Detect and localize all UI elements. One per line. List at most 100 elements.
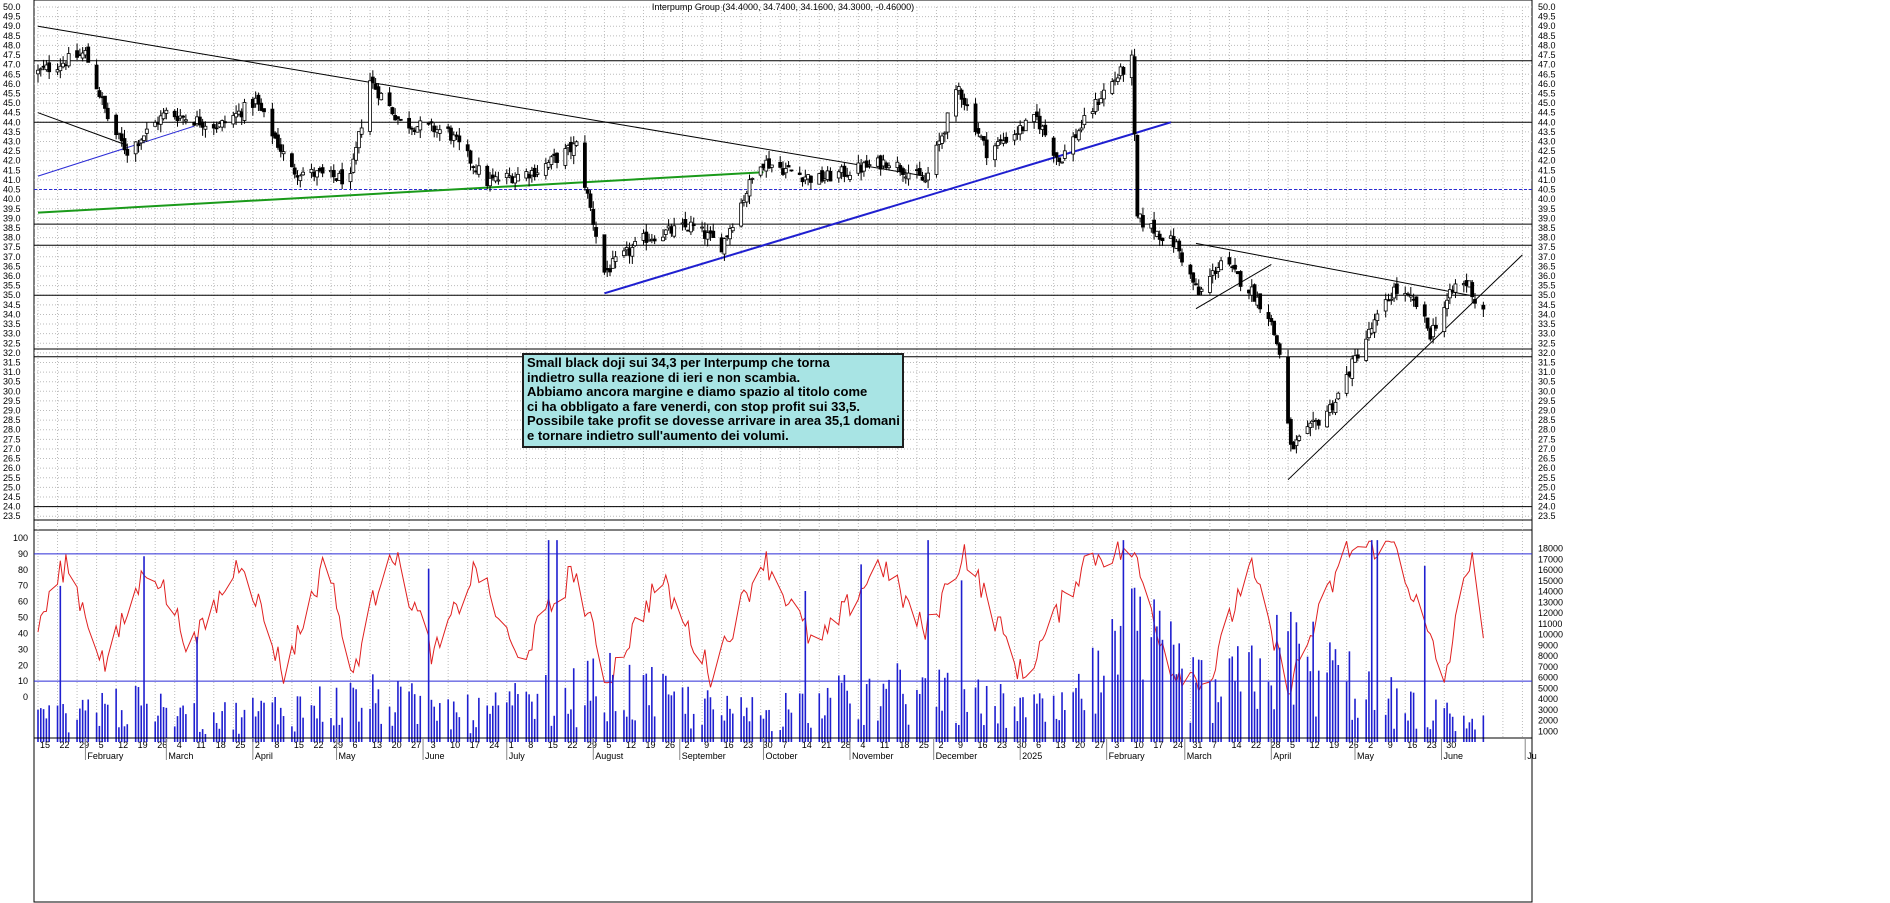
candle-body xyxy=(661,236,665,242)
candle-body xyxy=(1227,257,1232,265)
volume-tick: 13000 xyxy=(1538,597,1563,607)
candle-body xyxy=(1333,401,1338,414)
x-day-label: 25 xyxy=(919,740,929,750)
price-tick-left: 49.5 xyxy=(3,12,21,22)
candle-body xyxy=(181,115,185,118)
price-tick-left: 43.5 xyxy=(3,127,21,137)
candle-body xyxy=(1132,56,1137,135)
x-day-label: 18 xyxy=(899,740,909,750)
price-tick-right: 41.0 xyxy=(1538,175,1556,185)
candle-body xyxy=(1096,101,1101,105)
x-day-label: 16 xyxy=(724,740,734,750)
candle-body xyxy=(105,107,110,120)
candle-body xyxy=(942,132,947,135)
candle-body xyxy=(183,119,188,122)
candle-body xyxy=(1269,318,1274,323)
price-tick-left: 45.0 xyxy=(3,98,21,108)
candle-body xyxy=(432,125,437,133)
candle-body xyxy=(934,144,939,175)
price-tick-right: 28.5 xyxy=(1538,415,1556,425)
x-day-label: 6 xyxy=(1036,740,1041,750)
candle-body xyxy=(315,170,319,178)
candle-body xyxy=(836,171,841,179)
price-tick-left: 45.5 xyxy=(3,88,21,98)
x-day-label: 29 xyxy=(79,740,89,750)
analysis-note: Small black doji sui 34,3 per Interpump … xyxy=(522,353,904,448)
x-day-label: 23 xyxy=(1427,740,1437,750)
candle-body xyxy=(1057,157,1062,162)
x-day-label: 12 xyxy=(1310,740,1320,750)
candle-body xyxy=(633,241,638,247)
candle-body xyxy=(563,148,568,166)
candle-body xyxy=(652,238,657,242)
candle-body xyxy=(820,170,824,182)
candle-body xyxy=(962,97,967,105)
candle-body xyxy=(691,223,696,227)
candle-body xyxy=(1274,335,1279,345)
candle-body xyxy=(242,102,247,121)
price-tick-right: 24.0 xyxy=(1538,502,1556,512)
candle-body xyxy=(465,144,470,152)
x-month-label: February xyxy=(1109,751,1146,761)
candle-body xyxy=(630,247,635,257)
candle-body xyxy=(1004,136,1009,143)
x-day-label: 7 xyxy=(1212,740,1217,750)
x-day-label: 20 xyxy=(392,740,402,750)
candle-body xyxy=(867,164,872,167)
price-tick-right: 32.0 xyxy=(1538,348,1556,358)
candle-body xyxy=(161,112,166,120)
note-line: Abbiamo ancora margine e diamo spazio al… xyxy=(527,384,868,400)
candle-body xyxy=(356,131,361,149)
x-day-label: 22 xyxy=(567,740,577,750)
candle-body xyxy=(1364,338,1369,361)
candle-body xyxy=(493,176,498,182)
price-tick-right: 36.5 xyxy=(1538,261,1556,271)
candle-body xyxy=(663,229,668,235)
candle-body xyxy=(398,118,403,121)
oscillator-panel xyxy=(34,540,1532,695)
x-day-label: 3 xyxy=(1114,740,1119,750)
x-day-label: 21 xyxy=(821,740,831,750)
candle-body xyxy=(1442,307,1447,332)
price-tick-left: 42.5 xyxy=(3,146,21,156)
candle-body xyxy=(1473,299,1477,304)
price-tick-right: 24.5 xyxy=(1538,492,1556,502)
candle-body xyxy=(981,136,986,141)
volume-tick: 8000 xyxy=(1538,651,1558,661)
x-day-label: 16 xyxy=(978,740,988,750)
x-day-label: 12 xyxy=(626,740,636,750)
candle-body xyxy=(1375,313,1380,321)
candle-body xyxy=(485,165,490,186)
candle-body xyxy=(1252,284,1257,302)
x-day-label: 28 xyxy=(841,740,851,750)
candle-body xyxy=(278,144,283,152)
volume-tick: 16000 xyxy=(1538,565,1563,575)
x-month-label: September xyxy=(682,751,726,761)
candle-body xyxy=(1344,374,1349,394)
note-line: e tornare indietro sull'aumento dei volu… xyxy=(527,427,789,443)
candle-body xyxy=(750,177,755,180)
candle-body xyxy=(1272,320,1276,335)
price-tick-left: 33.5 xyxy=(3,319,21,329)
candle-body xyxy=(954,89,958,117)
candle-body xyxy=(887,165,891,169)
candle-body xyxy=(1023,119,1028,132)
x-day-label: 2 xyxy=(938,740,943,750)
candle-body xyxy=(747,179,752,197)
candle-body xyxy=(320,167,325,174)
candle-body xyxy=(1325,410,1330,428)
x-day-label: 7 xyxy=(782,740,787,750)
price-tick-left: 33.0 xyxy=(3,329,21,339)
candle-body xyxy=(1177,240,1182,252)
x-day-label: 20 xyxy=(1075,740,1085,750)
price-tick-right: 43.0 xyxy=(1538,137,1556,147)
price-tick-left: 49.0 xyxy=(3,21,21,31)
price-tick-right: 35.0 xyxy=(1538,290,1556,300)
candle-body xyxy=(1199,288,1204,292)
x-day-label: 5 xyxy=(606,740,611,750)
candle-body xyxy=(351,158,356,173)
x-day-label: 24 xyxy=(1173,740,1183,750)
price-tick-right: 49.5 xyxy=(1538,12,1556,22)
candle-body xyxy=(496,179,501,182)
candle-body xyxy=(298,175,303,182)
